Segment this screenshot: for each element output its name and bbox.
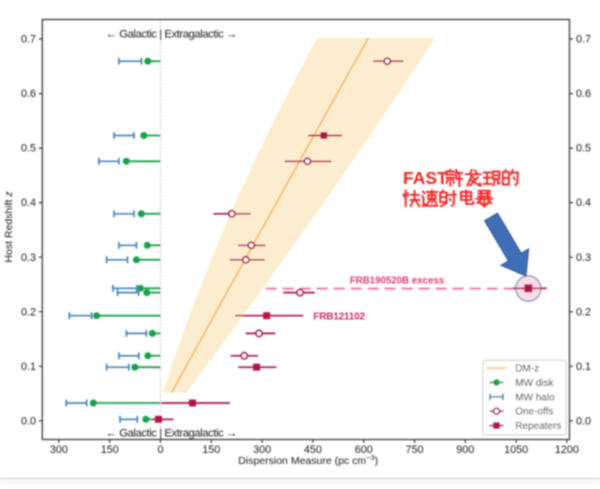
- svg-text:Host Redshift z: Host Redshift z: [3, 191, 15, 263]
- svg-text:1200: 1200: [555, 444, 579, 456]
- svg-text:0.6: 0.6: [21, 88, 36, 100]
- svg-text:0.1: 0.1: [576, 361, 591, 373]
- svg-text:FAST: FAST: [403, 168, 448, 188]
- svg-text:750: 750: [405, 444, 423, 456]
- svg-text:FRB121102: FRB121102: [313, 312, 365, 323]
- svg-text:0.3: 0.3: [21, 252, 36, 264]
- svg-text:1050: 1050: [504, 444, 528, 456]
- svg-text:0.7: 0.7: [21, 34, 36, 46]
- svg-text:MW halo: MW halo: [515, 392, 555, 403]
- svg-text:0.4: 0.4: [576, 197, 591, 209]
- svg-text:300: 300: [50, 444, 68, 456]
- svg-text:450: 450: [304, 444, 322, 456]
- svg-text:900: 900: [456, 444, 474, 456]
- svg-text:0.0: 0.0: [576, 415, 591, 427]
- svg-text:← Galactic | Extragalactic →: ← Galactic | Extragalactic →: [106, 428, 238, 440]
- svg-text:FRB190520B excess: FRB190520B excess: [350, 276, 445, 287]
- svg-text:0.7: 0.7: [576, 34, 591, 46]
- svg-text:0.5: 0.5: [576, 143, 591, 155]
- svg-text:0.0: 0.0: [21, 415, 36, 427]
- svg-text:150: 150: [202, 444, 220, 456]
- svg-text:0.5: 0.5: [21, 143, 36, 155]
- svg-text:600: 600: [355, 444, 373, 456]
- svg-text:0.6: 0.6: [576, 88, 591, 100]
- svg-text:One-offs: One-offs: [515, 407, 553, 418]
- svg-text:Dispersion Measure (pc cm−3): Dispersion Measure (pc cm−3): [238, 453, 378, 467]
- svg-text:Repeaters: Repeaters: [515, 421, 561, 432]
- svg-text:0.4: 0.4: [21, 197, 36, 209]
- svg-text:300: 300: [253, 444, 271, 456]
- svg-text:0: 0: [157, 444, 163, 456]
- svg-text:0.2: 0.2: [576, 306, 591, 318]
- svg-text:MW disk: MW disk: [515, 378, 554, 389]
- svg-text:0.1: 0.1: [21, 361, 36, 373]
- svg-text:150: 150: [101, 444, 119, 456]
- svg-text:0.2: 0.2: [21, 306, 36, 318]
- svg-text:0.3: 0.3: [576, 252, 591, 264]
- svg-text:DM-z: DM-z: [515, 364, 539, 375]
- svg-text:← Galactic | Extragalactic →: ← Galactic | Extragalactic →: [106, 29, 238, 41]
